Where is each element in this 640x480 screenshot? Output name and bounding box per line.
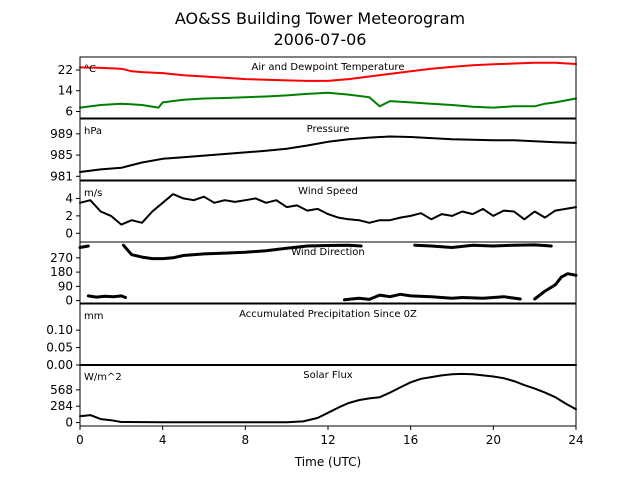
x-tick-label-5: 20 <box>486 433 501 447</box>
panel-temp: 6 14 22 Air and Dewpoint Temperature °C <box>58 56 577 119</box>
y-tick-label-pressure-1: 985 <box>50 148 73 162</box>
series-line-wind_speed-0 <box>79 193 577 226</box>
series-line-solar-0 <box>79 372 577 424</box>
panel-title-wind_speed: Wind Speed <box>298 186 358 197</box>
panel-title-precip: Accumulated Precipitation Since 0Z <box>239 309 417 320</box>
y-tick-label-temp-0: 6 <box>65 105 73 119</box>
y-tick-label-wind_direction-3: 270 <box>50 251 73 265</box>
y-tick-label-temp-2: 22 <box>58 63 73 77</box>
x-tick-label-4: 16 <box>403 433 418 447</box>
series-line-wind_direction-5 <box>533 272 578 301</box>
y-tick-label-precip-2: 0.10 <box>46 323 73 337</box>
x-tick-label-6: 24 <box>568 433 583 447</box>
y-tick-label-wind_speed-1: 2 <box>65 209 73 223</box>
series-line-wind_direction-2 <box>121 243 363 261</box>
y-tick-label-wind_direction-0: 0 <box>65 294 73 308</box>
y-tick-label-wind_speed-0: 0 <box>65 226 73 240</box>
x-tick-label-2: 8 <box>242 433 250 447</box>
panel-title-temp: Air and Dewpoint Temperature <box>252 62 405 73</box>
series-line-temp-1 <box>79 91 577 109</box>
y-tick-label-wind_direction-1: 90 <box>58 279 73 293</box>
panel-frame-temp <box>79 56 577 119</box>
y-tick-label-wind_speed-2: 4 <box>65 191 73 205</box>
panel-title-pressure: Pressure <box>307 124 350 135</box>
y-tick-label-solar-2: 568 <box>50 383 73 397</box>
y-tick-label-precip-1: 0.05 <box>46 341 73 355</box>
panel-frame-pressure <box>79 118 577 181</box>
series-line-temp-0 <box>79 61 577 82</box>
x-tick-label-1: 4 <box>159 433 167 447</box>
y-tick-label-temp-1: 14 <box>58 84 73 98</box>
panel-solar: 0 284 568 Solar Flux W/m^2 0 4 8 12 16 20 24 <box>50 364 584 447</box>
y-tick-label-solar-1: 284 <box>50 399 73 413</box>
series-line-wind_direction-3 <box>343 292 522 302</box>
y-tick-label-pressure-0: 981 <box>50 169 73 183</box>
series-line-wind_direction-4 <box>413 243 553 249</box>
series-line-wind_direction-1 <box>86 294 127 299</box>
y-tick-label-precip-0: 0.00 <box>46 358 73 372</box>
chart-title: AO&SS Building Tower Meteorogram <box>175 9 465 28</box>
unit-label-temp: °C <box>84 64 96 75</box>
unit-label-precip: mm <box>84 311 103 322</box>
unit-label-pressure: hPa <box>84 126 102 137</box>
y-tick-label-pressure-2: 989 <box>50 127 73 141</box>
panel-title-wind_direction: Wind Direction <box>291 247 365 258</box>
y-tick-label-wind_direction-2: 180 <box>50 265 73 279</box>
series-line-pressure-0 <box>79 135 577 173</box>
y-tick-label-solar-0: 0 <box>65 416 73 430</box>
unit-label-solar: W/m^2 <box>84 372 122 383</box>
x-tick-label-0: 0 <box>76 433 84 447</box>
panel-title-solar: Solar Flux <box>303 370 353 381</box>
chart-subtitle: 2006-07-06 <box>274 30 367 49</box>
unit-label-wind_speed: m/s <box>84 188 102 199</box>
series-line-wind_direction-0 <box>78 244 90 249</box>
x-axis-label: Time (UTC) <box>294 455 361 469</box>
x-tick-label-3: 12 <box>320 433 335 447</box>
panel-pressure: 981 985 989 Pressure hPa <box>50 118 577 183</box>
